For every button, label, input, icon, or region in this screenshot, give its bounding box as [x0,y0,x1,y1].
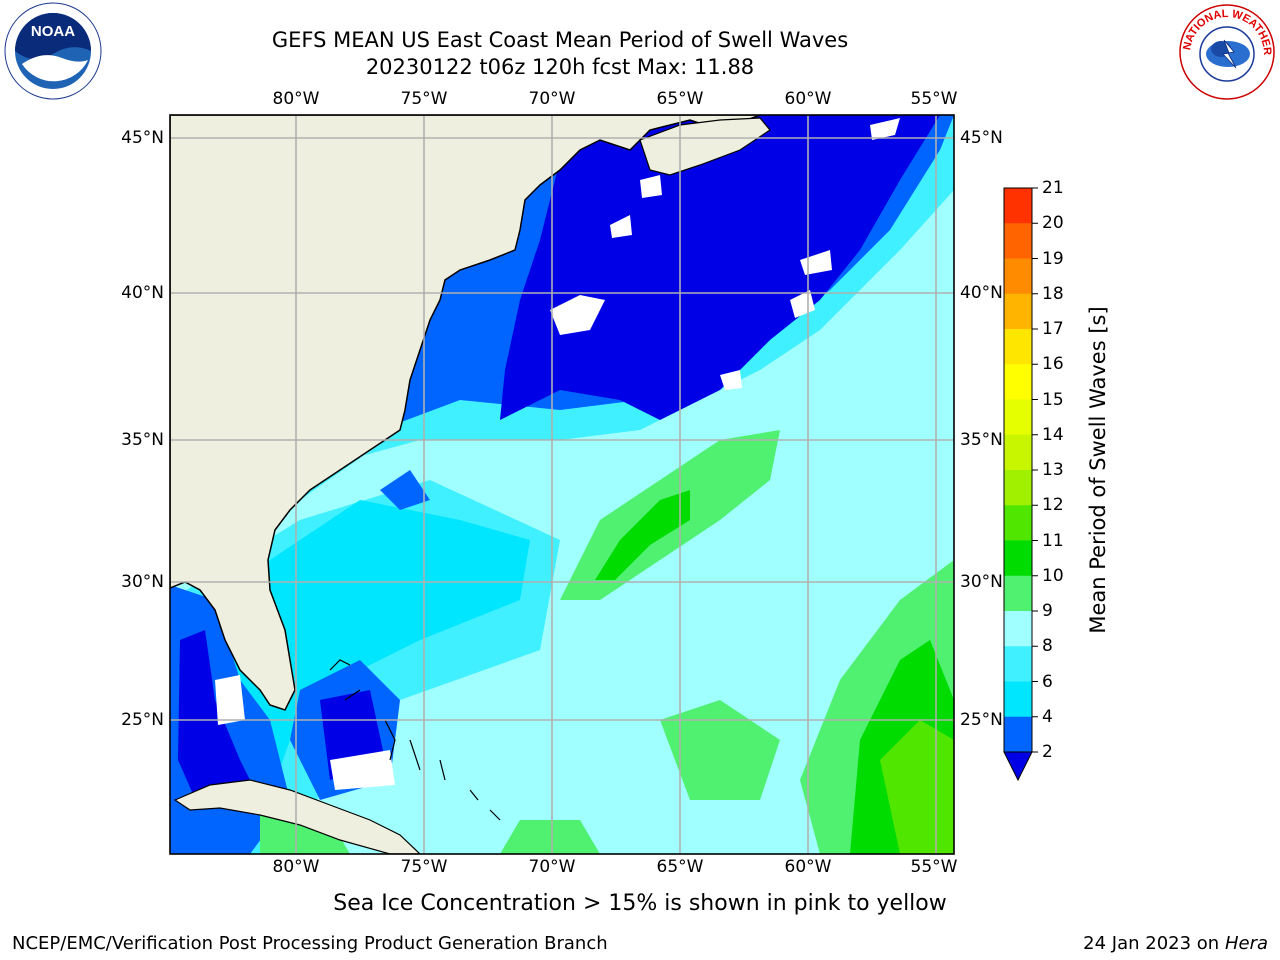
footer-date: 24 Jan 2023 on Hera [1083,933,1268,954]
colorbar-segment [1004,540,1032,577]
colorbar-segment [1004,293,1032,330]
lon-label-bottom: 75°W [400,857,448,877]
colorbar-tick-label: 2 [1042,742,1053,762]
colorbar-segment [1004,434,1032,471]
footer-date-text: 24 Jan 2023 on [1083,933,1225,954]
colorbar-extend-min [1003,751,1033,782]
map-gridlines [170,115,954,854]
land-nova-scotia [639,117,771,176]
chart-subtitle: 20230122 t06z 120h fcst Max: 11.88 [365,55,755,79]
colorbar-segment [1004,575,1032,612]
colorbar-tick-label: 21 [1042,178,1064,198]
colorbar-tick-label: 6 [1042,671,1053,692]
chart-title: GEFS MEAN US East Coast Mean Period of S… [271,28,849,52]
swell-band-10-11s [595,490,954,854]
land-bahamas [329,659,501,821]
colorbar-tick-label: 20 [1042,213,1064,234]
lat-label-left: 25°N [121,710,164,730]
lat-label-right: 35°N [960,430,1003,450]
colorbar-segment [1004,399,1032,436]
colorbar-segment [1004,258,1032,295]
lat-label-right: 30°N [960,572,1003,592]
lat-label-left: 30°N [121,572,164,592]
colorbar-segment [1004,716,1032,753]
colorbar-title: Mean Period of Swell Waves [s] [1086,306,1110,634]
swell-band-under-2s [178,115,940,810]
colorbar-tick-label: 11 [1042,530,1064,551]
lon-label-top: 80°W [272,89,320,109]
colorbar-tick-label: 12 [1042,495,1064,516]
lon-label-top: 55°W [910,89,958,109]
colorbar-tick-label: 10 [1042,565,1064,586]
map-area [170,115,954,854]
colorbar-segment [1004,611,1032,647]
lon-label-bottom: 65°W [656,857,704,877]
colorbar [1003,187,1038,782]
noaa-logo: NOAA [4,2,102,100]
colorbar-segment [1004,681,1032,718]
colorbar-segment [1004,505,1032,541]
colorbar-tick-label: 14 [1042,424,1064,445]
colorbar-tick-label: 13 [1042,460,1064,480]
map-frame [169,114,955,855]
nws-logo: NATIONAL WEATHER SERVICE [1176,2,1275,100]
lon-label-top: 75°W [400,89,448,109]
land-north-america [170,115,761,711]
lon-label-bottom: 70°W [528,857,576,877]
colorbar-tick-label: 15 [1042,389,1064,410]
lat-label-right: 25°N [960,710,1003,730]
lon-label-bottom: 55°W [910,857,958,877]
colorbar-tick-label: 4 [1042,706,1053,727]
footer-host: Hera [1224,933,1268,954]
sea-ice-note: Sea Ice Concentration > 15% is shown in … [333,891,947,916]
lat-label-left: 40°N [121,283,164,303]
lon-label-top: 65°W [656,89,704,109]
colorbar-segment [1004,188,1032,224]
colorbar-tick-label: 17 [1042,319,1064,339]
colorbar-segment [1004,364,1032,400]
lat-label-right: 45°N [960,128,1003,148]
colorbar-segment [1004,329,1032,365]
lat-label-left: 45°N [121,128,164,148]
colorbar-tick-label: 18 [1042,283,1064,304]
colorbar-segment [1004,470,1032,506]
colorbar-tick-label: 8 [1042,636,1053,657]
lat-label-left: 35°N [121,430,164,450]
colorbar-tick-label: 16 [1042,354,1064,375]
lat-label-right: 40°N [960,283,1003,303]
colorbar-segment [1004,646,1032,682]
noaa-logo-text: NOAA [31,23,75,40]
lon-label-top: 70°W [528,89,576,109]
colorbar-tick-label: 9 [1042,601,1053,621]
colorbar-tick-label: 19 [1042,248,1064,269]
land-cuba [173,779,421,854]
lon-label-top: 60°W [784,89,832,109]
colorbar-segment [1004,223,1032,259]
footer-credit: NCEP/EMC/Verification Post Processing Pr… [12,933,608,954]
lon-label-bottom: 60°W [784,857,832,877]
lon-label-bottom: 80°W [272,857,320,877]
